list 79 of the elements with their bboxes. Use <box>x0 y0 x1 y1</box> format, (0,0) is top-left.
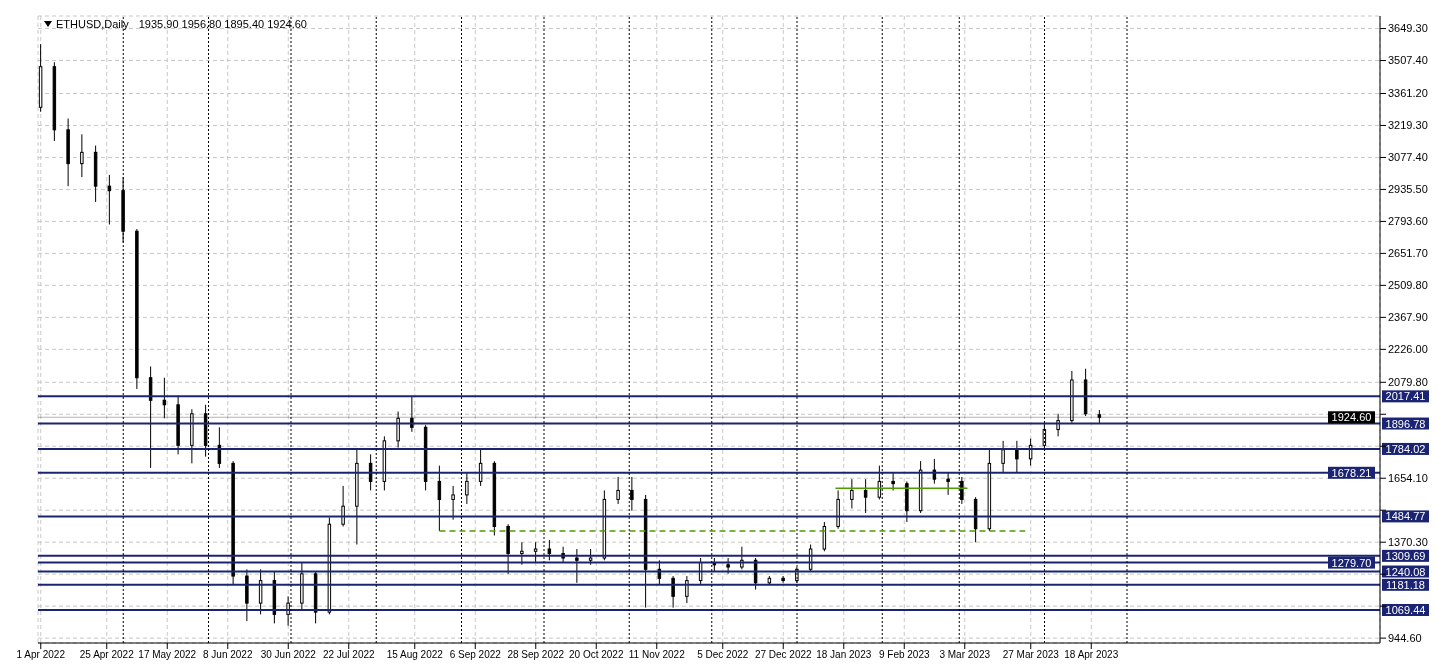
candlestick <box>437 465 442 532</box>
y-tick-label: 1370.30 <box>1388 536 1428 549</box>
candlestick <box>863 478 868 514</box>
y-tick-label: 3361.20 <box>1388 87 1428 100</box>
candlestick <box>946 471 950 496</box>
candlestick <box>341 485 345 527</box>
candlestick <box>148 365 153 469</box>
x-tick-label: 9 Feb 2023 <box>878 649 930 661</box>
y-tick-label: 2509.80 <box>1388 279 1428 292</box>
x-tick-label: 25 Apr 2022 <box>79 649 135 661</box>
ref-line-label: 1896.78 <box>1385 417 1426 430</box>
ref-line-label: 1069.44 <box>1385 604 1426 616</box>
candlestick <box>547 539 552 561</box>
candlestick <box>80 133 84 178</box>
x-tick-label: 28 Sep 2022 <box>507 649 565 661</box>
candlestick <box>478 449 483 487</box>
candlestick <box>616 476 620 505</box>
x-tick-label: 8 Jun 2022 <box>203 649 253 661</box>
candlestick <box>822 521 827 552</box>
candlestick <box>107 174 112 225</box>
y-tick-label: 944.60 <box>1388 632 1422 645</box>
candlestick <box>1028 438 1033 467</box>
x-tick-label: 30 Jun 2022 <box>260 649 317 661</box>
x-tick-label: 18 Jan 2023 <box>816 649 872 661</box>
candlestick <box>932 458 937 485</box>
candlestick <box>1015 440 1019 473</box>
ref-line-label: 1484.77 <box>1385 510 1426 523</box>
candlestick <box>465 471 469 505</box>
x-tick-label: 17 May 2022 <box>138 649 197 661</box>
candlestick <box>1001 440 1005 473</box>
candlestick <box>520 541 524 566</box>
candlestick <box>657 559 662 586</box>
candlestick <box>368 453 373 491</box>
candlestick <box>671 575 675 609</box>
y-tick-label: 3219.30 <box>1388 119 1428 132</box>
ref-line-label: 1279.70 <box>1331 556 1372 569</box>
candlestick <box>217 426 222 469</box>
x-tick-label: 18 Apr 2023 <box>1064 649 1119 661</box>
y-tick-label: 2651.70 <box>1388 247 1428 260</box>
candlestick <box>1056 413 1060 437</box>
ref-line-label: 2017.41 <box>1385 390 1426 403</box>
y-tick-label: 2226.00 <box>1388 343 1428 356</box>
candlestick <box>891 471 895 491</box>
candlestick <box>162 377 167 419</box>
y-tick-label: 2793.60 <box>1388 215 1428 228</box>
x-tick-label: 20 Oct 2022 <box>569 649 624 661</box>
x-tick-label: 27 Mar 2023 <box>1002 649 1060 661</box>
chart-subtitle: 1935.90 1956.80 1895.40 1924.60 <box>138 18 307 30</box>
candlestick <box>575 548 579 584</box>
y-tick-label: 3077.40 <box>1388 151 1428 164</box>
y-tick-label: 3507.40 <box>1388 54 1428 67</box>
candlestick <box>781 575 785 584</box>
ref-line-label: 1678.21 <box>1331 466 1372 479</box>
ref-line-label: 1181.18 <box>1386 578 1425 591</box>
x-tick-label: 11 Nov 2022 <box>628 649 686 661</box>
x-tick-label: 15 Aug 2022 <box>386 649 444 661</box>
x-tick-label: 1 Apr 2022 <box>16 649 66 661</box>
ref-line-label: 1784.02 <box>1385 442 1426 455</box>
x-tick-label: 22 Jul 2022 <box>322 649 376 661</box>
x-tick-label: 5 Dec 2022 <box>697 649 749 661</box>
x-tick-label: 3 Mar 2023 <box>939 649 991 661</box>
candlestick <box>533 541 538 564</box>
y-tick-label: 2079.80 <box>1388 376 1428 389</box>
y-tick-label: 2367.90 <box>1388 311 1428 324</box>
x-tick-label: 27 Dec 2022 <box>754 649 813 661</box>
chart-title: ETHUSD,Daily <box>56 18 129 30</box>
ref-line-label: 1924.60 <box>1331 411 1372 424</box>
candlestick <box>451 485 455 521</box>
y-tick-label: 3649.30 <box>1388 22 1428 35</box>
candlestick <box>726 557 730 575</box>
candlestick <box>410 395 414 433</box>
y-tick-label: 2935.50 <box>1388 183 1428 196</box>
ref-line-label: 1240.08 <box>1385 565 1426 578</box>
candlestick <box>258 568 263 615</box>
x-tick-label: 6 Sep 2022 <box>449 649 502 661</box>
candlestick <box>396 411 400 449</box>
y-tick-label: 1654.10 <box>1388 472 1428 485</box>
ref-line-label: 1309.69 <box>1385 549 1426 562</box>
candlestick <box>850 478 854 509</box>
